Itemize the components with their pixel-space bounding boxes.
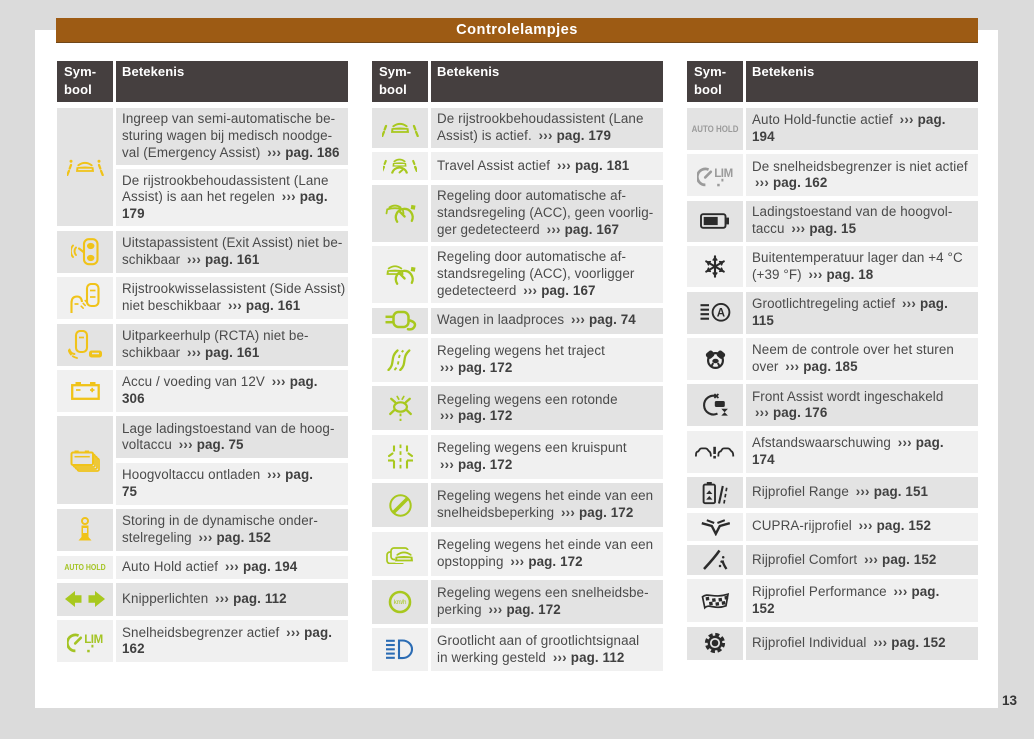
svg-text:km/h: km/h <box>394 599 407 606</box>
svg-text:LIM: LIM <box>84 634 103 646</box>
svg-text:A: A <box>717 308 725 320</box>
svg-text:LIM: LIM <box>714 168 733 180</box>
